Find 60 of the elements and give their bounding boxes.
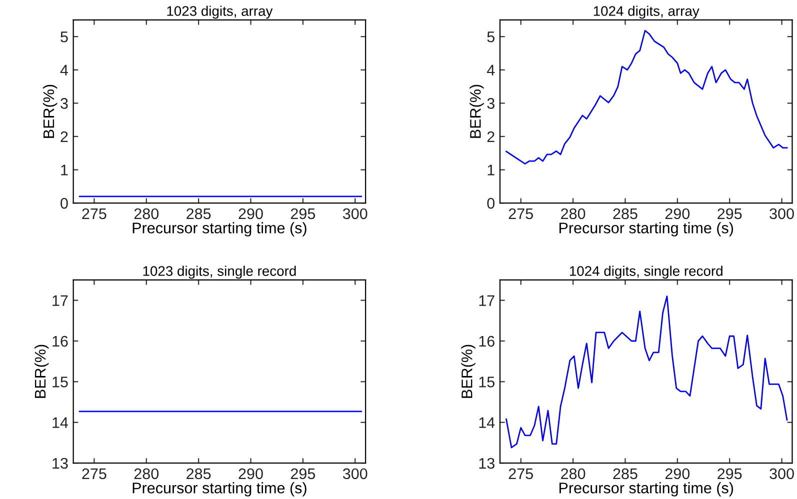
- y-tick-label: 16: [52, 336, 68, 347]
- y-tick-label: 17: [479, 295, 494, 306]
- x-tick-label: 275: [82, 208, 106, 220]
- x-tick-label: 280: [561, 208, 586, 220]
- y-tick-label: 2: [60, 131, 68, 142]
- y-tick-label: 1: [488, 164, 494, 176]
- x-tick-label: 280: [561, 468, 586, 480]
- x-tick-label: 290: [238, 468, 263, 480]
- y-tick-label: 3: [487, 98, 494, 109]
- y-tick-label: 2: [487, 131, 494, 142]
- x-axis-title: Precursor starting time (s): [132, 222, 306, 236]
- y-tick-label: 14: [479, 417, 495, 428]
- x-tick-label: 300: [770, 468, 794, 480]
- chart-title: 1023 digits, single record: [143, 266, 296, 279]
- x-tick-label: 290: [238, 208, 263, 220]
- x-tick-label: 290: [665, 468, 690, 480]
- y-tick-label: 16: [479, 336, 494, 347]
- x-tick-label: 295: [718, 468, 742, 480]
- y-tick-label: 0: [60, 198, 68, 209]
- x-axis-title: Precursor starting time (s): [132, 482, 306, 496]
- y-tick-label: 17: [52, 295, 68, 306]
- x-tick-label: 295: [718, 208, 742, 220]
- y-axis-title: BER(%): [34, 344, 49, 398]
- x-tick-label: 300: [342, 208, 368, 220]
- y-tick-label: 15: [479, 376, 494, 388]
- y-axis-title: BER(%): [461, 344, 476, 398]
- y-tick-label: 13: [52, 458, 68, 469]
- x-tick-label: 275: [82, 468, 106, 480]
- chart-title: 1024 digits, array: [594, 6, 700, 19]
- x-tick-label: 275: [508, 468, 533, 480]
- y-tick-label: 4: [486, 64, 495, 76]
- x-tick-label: 275: [508, 208, 533, 220]
- x-tick-label: 285: [613, 468, 638, 480]
- chart-title: 1023 digits, array: [167, 6, 273, 19]
- y-tick-label: 5: [487, 32, 494, 42]
- x-tick-label: 295: [290, 208, 316, 220]
- x-axis-title: Precursor starting time (s): [559, 482, 734, 496]
- y-tick-label: 1: [61, 164, 68, 176]
- y-axis-title: BER(%): [470, 84, 484, 138]
- y-tick-label: 15: [52, 376, 68, 388]
- x-tick-label: 280: [134, 208, 159, 220]
- y-tick-label: 0: [487, 198, 495, 209]
- x-axis-title: Precursor starting time (s): [559, 222, 734, 236]
- y-tick-label: 5: [60, 32, 68, 42]
- line-series: [506, 296, 788, 448]
- x-tick-label: 295: [290, 468, 316, 480]
- line-series: [506, 30, 788, 164]
- y-axis-title: BER(%): [42, 84, 58, 138]
- y-tick-label: 14: [52, 417, 68, 428]
- chart-title: 1024 digits, single record: [570, 266, 722, 279]
- x-tick-label: 285: [186, 208, 211, 220]
- x-tick-label: 285: [613, 208, 638, 220]
- y-tick-label: 4: [60, 64, 68, 76]
- x-tick-label: 285: [186, 468, 211, 480]
- x-tick-label: 300: [342, 468, 368, 480]
- x-tick-label: 280: [134, 468, 159, 480]
- y-tick-label: 3: [60, 98, 68, 109]
- x-tick-label: 290: [665, 208, 690, 220]
- y-tick-label: 13: [479, 458, 494, 469]
- x-tick-label: 300: [770, 208, 794, 220]
